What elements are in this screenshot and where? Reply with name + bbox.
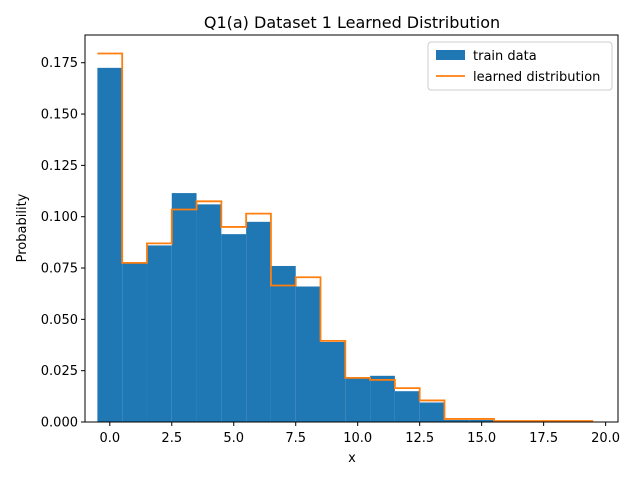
chart-title: Q1(a) Dataset 1 Learned Distribution [204,13,500,32]
y-tick-label: 0.025 [41,364,78,379]
y-tick-label: 0.000 [41,416,78,431]
y-tick-label: 0.125 [41,159,78,174]
y-tick-label: 0.175 [41,56,78,71]
legend: train data learned distribution [427,41,613,91]
train-data-bar [444,419,470,422]
train-data-bars [97,67,519,422]
legend-label-learned-distribution: learned distribution [473,70,600,85]
y-tick-label: 0.150 [41,108,78,123]
train-data-bar [320,341,346,422]
x-tick-label: 7.5 [285,431,306,446]
x-tick-label: 2.5 [161,431,182,446]
train-data-bar [171,193,197,422]
legend-bar-swatch [436,50,465,60]
legend-label-train-data: train data [473,49,537,64]
y-axis-label: Probability [15,193,30,262]
x-tick-label: 10.0 [343,431,372,446]
y-tick-label: 0.075 [41,262,78,277]
x-tick-label: 5.0 [223,431,244,446]
train-data-bar [270,265,296,422]
train-data-bar [246,221,271,422]
train-data-bar [419,402,445,422]
legend-box [427,41,613,91]
train-data-bar [122,262,147,422]
x-tick-label: 15.0 [467,431,496,446]
train-data-bar [146,245,172,422]
train-data-bar [196,204,222,422]
train-data-bar [295,286,321,422]
train-data-bar [221,234,247,422]
train-data-bar [469,419,495,422]
train-data-bar [97,67,123,422]
y-axis-ticks: 0.000 0.025 0.050 0.075 0.100 0.125 0.150 0.175 [41,56,85,431]
x-tick-label: 20.0 [591,431,620,446]
train-data-bar [394,391,420,422]
y-tick-label: 0.100 [41,210,78,225]
x-axis-label: x [348,451,356,466]
x-axis-ticks: 0.0 2.5 5.0 7.5 10.0 12.5 15.0 17.5 20.0 [99,422,620,446]
plot-frame [84,34,619,423]
train-data-bar [370,375,395,422]
learned-distribution-line [97,52,594,422]
y-tick-label: 0.050 [41,313,78,328]
train-data-bar [345,377,371,422]
x-tick-label: 0.0 [99,431,120,446]
x-tick-label: 17.5 [529,431,558,446]
x-tick-label: 12.5 [405,431,434,446]
